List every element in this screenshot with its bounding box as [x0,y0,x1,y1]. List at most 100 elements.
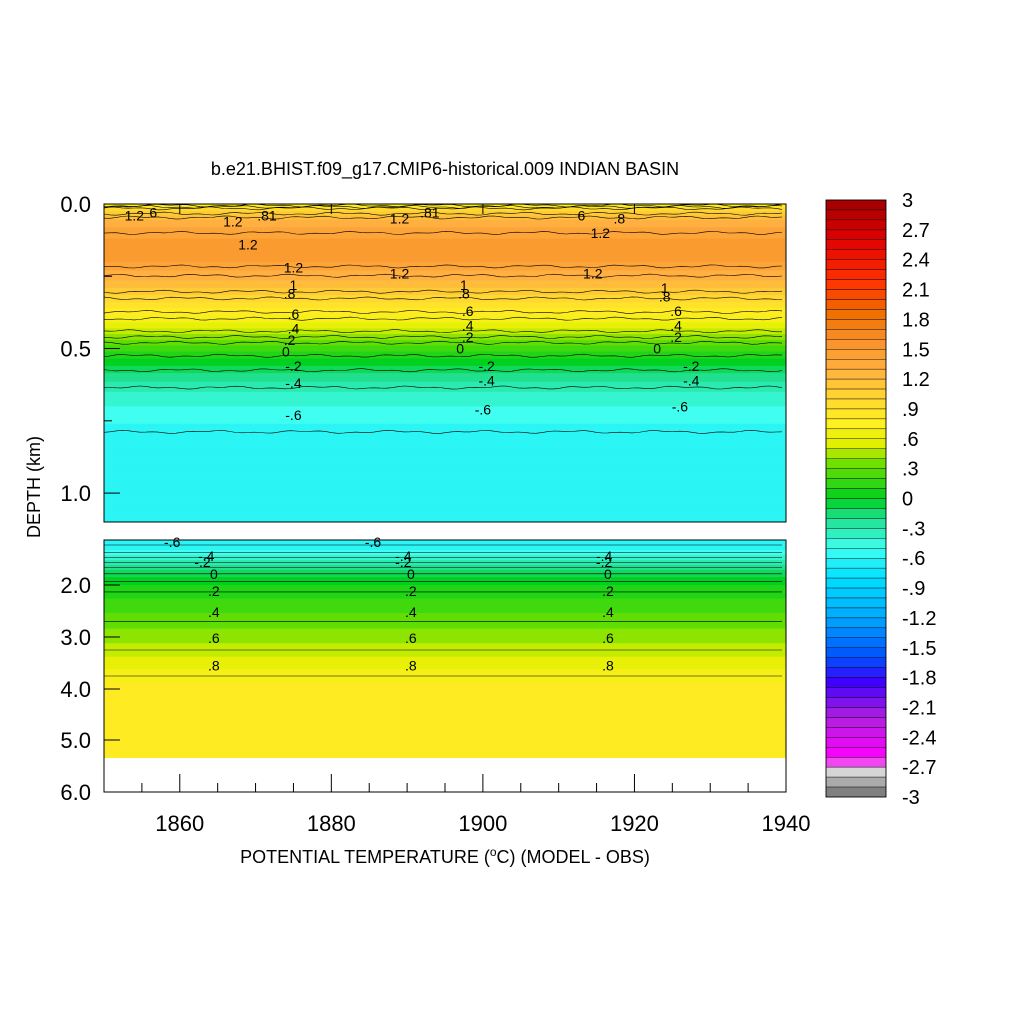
upper-fill-band-9 [104,217,786,220]
lower-fill-band-147 [104,691,786,693]
lower-fill-band-66 [104,606,786,609]
lower-fill-band-131 [104,674,786,677]
lower-fill-band-47 [104,587,786,589]
lower-fill-band-188 [104,732,786,735]
colorbar-box-16 [825,359,887,370]
colorbar-box-12 [825,319,887,330]
colorbar-box-50 [825,697,887,708]
upper-fill-band-15 [104,225,786,228]
lower-fill-band-89 [104,630,786,633]
upper-contour-label-31: 1 [661,280,669,296]
upper-fill-band-68 [104,302,786,305]
upper-panel-frame [103,203,787,523]
upper-fill-band-86 [104,328,786,331]
upper-fill-band-52 [104,279,786,282]
upper-fill-band-21 [104,234,786,237]
colorbar-box-46 [825,657,887,668]
lower-fill-band-36 [104,576,786,578]
upper-fill-band-185 [104,471,786,474]
upper-fill-band-91 [104,335,786,338]
upper-fill-band-35 [104,254,786,257]
lower-fill-band-141 [104,684,786,687]
upper-contour-label-0: 1.2 [125,208,145,224]
lower-fill-band-32 [104,572,786,574]
lower-contour-label-18: 0 [604,566,612,582]
upper-fill-band-199 [104,491,786,494]
colorbar-box-55 [825,747,887,758]
lower-fill-band-21 [104,561,786,563]
upper-fill-band-121 [104,378,786,381]
lower-panel-contour-labels: -.6-.4-.20.2.4.6.8-.6-.4-.20.2.4.6.8-.4-… [164,534,614,674]
lower-fill-band-181 [104,725,786,728]
upper-fill-band-101 [104,349,786,353]
colorbar-box-14 [825,339,887,350]
lower-fill-band-186 [104,730,786,733]
upper-fill-band-10 [104,218,786,221]
upper-fill-band-29 [104,245,786,248]
lower-contour-label-9: -.4 [395,548,412,564]
lower-fill-band-137 [104,680,786,683]
upper-fill-band-180 [104,464,786,467]
lower-fill-band-180 [104,724,786,727]
upper-contour-label-7: .8 [284,286,296,302]
lower-fill-band-172 [104,716,786,719]
upper-fill-band-156 [104,429,786,432]
colorbar-box-38 [825,577,887,589]
upper-fill-band-4 [104,209,786,212]
colorbar-box-31 [825,508,887,519]
upper-fill-band-1 [104,205,786,208]
lower-fill-band-187 [104,731,786,734]
lower-fill-band-108 [104,650,786,653]
lower-fill-band-118 [104,660,786,663]
lower-fill-band-53 [104,593,786,595]
upper-contour-12 [104,340,783,345]
lower-fill-band-101 [104,643,786,645]
upper-fill-band-102 [104,351,786,354]
upper-fill-band-189 [104,477,786,480]
upper-contour-label-21: .4 [462,317,474,333]
upper-fill-band-61 [104,292,786,295]
lower-fill-band-111 [104,653,786,656]
upper-contour-label-22: .2 [462,329,474,345]
upper-contour-10 [104,316,783,321]
upper-fill-band-129 [104,390,786,393]
upper-fill-band-32 [104,250,786,253]
upper-contour-5 [104,230,783,235]
lower-fill-band-174 [104,718,786,721]
colorbar-label-14: -1.2 [902,608,936,630]
y-axis: 0.0 0.5 1.0 2.0 3.0 4.0 5.0 6.0 [60,192,120,805]
upper-fill-band-168 [104,446,786,449]
lower-fill-band-154 [104,698,786,700]
upper-fill-band-96 [104,342,786,345]
lower-fill-band-40 [104,580,786,582]
y-tick-label-lower-0: 2.0 [60,573,91,598]
lower-fill-band-43 [104,583,786,585]
lower-fill-band-5 [104,545,786,547]
upper-fill-band-88 [104,331,786,334]
upper-contour-label-11: 0 [282,343,290,359]
lower-contour-label-2: -.2 [194,554,211,570]
lower-fill-band-103 [104,645,786,647]
upper-fill-band-120 [104,377,786,380]
lower-fill-band-130 [104,673,786,676]
lower-fill-band-133 [104,676,786,679]
lower-fill-band-90 [104,631,786,634]
colorbar-label-8: .6 [902,429,919,451]
upper-contour-label-37: -.2 [683,358,700,374]
upper-fill-band-110 [104,363,786,366]
upper-fill-band-165 [104,442,786,445]
lower-fill-band-200 [104,745,786,747]
upper-fill-band-126 [104,386,786,389]
lower-fill-band-68 [104,608,786,611]
colorbar-box-18 [825,378,887,390]
lower-fill-band-170 [104,714,786,717]
upper-fill-band-83 [104,323,786,327]
colorbar-box-42 [825,617,887,629]
colorbar-box-1 [825,209,887,221]
chart-title: b.e21.BHIST.f09_g17.CMIP6-historical.009… [211,159,679,180]
lower-fill-band-48 [104,588,786,590]
lower-contour-label-8: -.6 [365,534,382,550]
upper-fill-band-146 [104,415,786,418]
upper-contour-9 [104,289,783,294]
colorbar-label-2: 2.4 [902,250,930,272]
